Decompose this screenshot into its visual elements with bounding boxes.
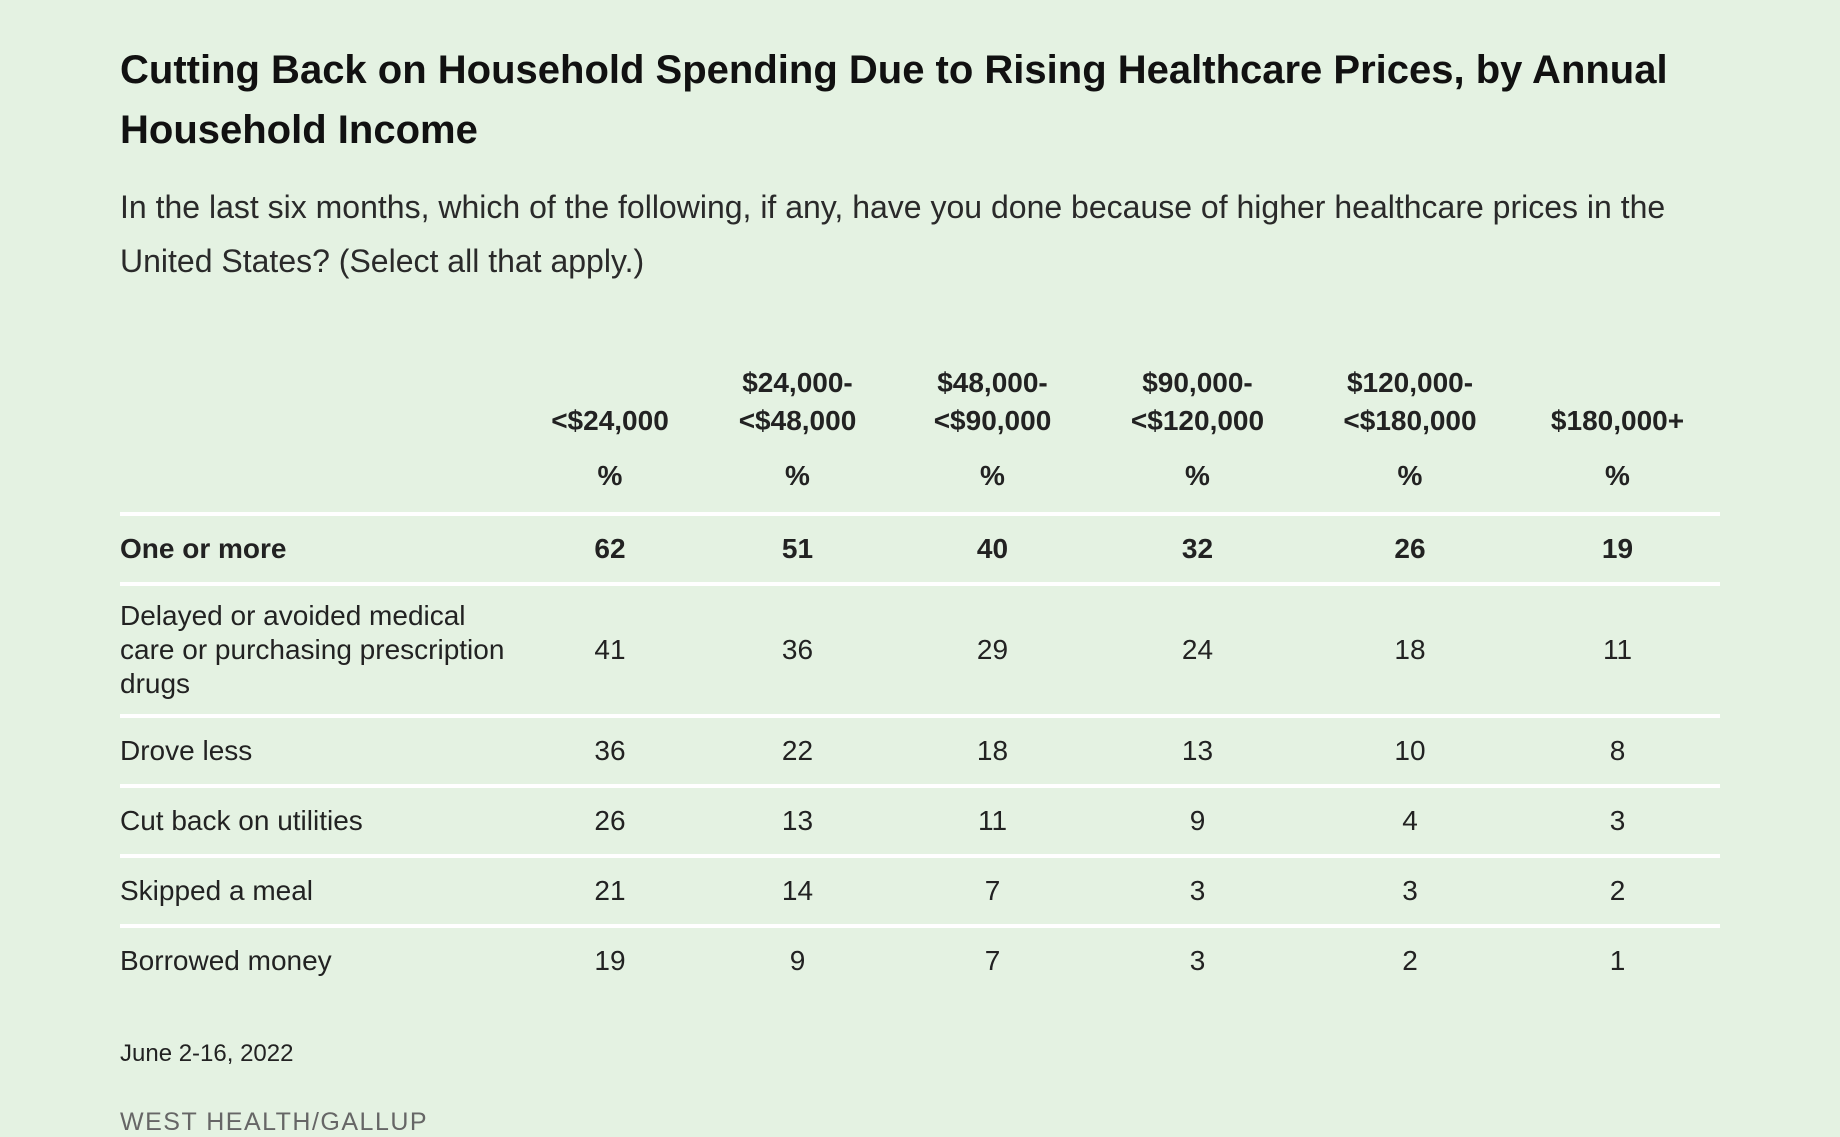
unit-label: % <box>700 440 895 516</box>
table-cell: 2 <box>1402 945 1418 976</box>
results-table: <$24,000 $24,000- <$48,000 $48,000- <$90,0… <box>120 364 1720 994</box>
table-cell: 19 <box>594 945 626 976</box>
column-header: <$24,000 <box>520 364 700 440</box>
table-cell: 18 <box>1305 584 1515 718</box>
column-header-row: <$24,000 $24,000- <$48,000 $48,000- <$90,0… <box>120 364 1720 440</box>
table-cell: 4 <box>1305 786 1515 858</box>
column-header: $90,000- <$120,000 <box>1090 364 1305 440</box>
table-cell: 29 <box>895 584 1090 718</box>
table-cell: 36 <box>700 584 895 718</box>
column-header-line1: $48,000- <box>937 367 1048 398</box>
table-cell: 3 <box>1189 945 1206 976</box>
column-header: $180,000+ <box>1515 364 1720 440</box>
column-header-line2: <$120,000 <box>1130 405 1265 436</box>
table-cell: 32 <box>1090 514 1305 586</box>
column-header: $48,000- <$90,000 <box>895 364 1090 440</box>
table-cell: 7 <box>984 945 1001 976</box>
chart-subtitle: In the last six months, which of the fol… <box>120 189 1666 279</box>
table-cell: 22 <box>700 716 895 788</box>
unit-header-row: % % % % % % <box>120 440 1720 516</box>
row-label-unit-cell <box>120 440 520 516</box>
table-cell: 11 <box>1515 584 1720 718</box>
table-cell: 21 <box>520 856 700 928</box>
table-cell: 8 <box>1515 716 1720 788</box>
table-cell: 3 <box>1090 856 1305 928</box>
table-cell: 40 <box>895 514 1090 586</box>
table-cell: 18 <box>895 716 1090 788</box>
row-label: Skipped a meal <box>120 856 520 928</box>
table-cell: 11 <box>895 786 1090 858</box>
table-cell: 1 <box>1609 945 1626 976</box>
table-row: Drove less 36 22 18 13 10 8 <box>120 716 1720 788</box>
table-cell: 41 <box>520 584 700 718</box>
table-cell: 13 <box>1090 716 1305 788</box>
table-cell: 14 <box>700 856 895 928</box>
table-cell: 10 <box>1305 716 1515 788</box>
table-cell: 36 <box>520 716 700 788</box>
unit-label: % <box>1515 440 1720 516</box>
unit-label: % <box>895 440 1090 516</box>
row-label: Delayed or avoided medical care or purch… <box>120 584 520 718</box>
unit-label: % <box>1305 440 1515 516</box>
column-header: $120,000- <$180,000 <box>1305 364 1515 440</box>
table-cell: 3 <box>1515 786 1720 858</box>
table-row: Cut back on utilities 26 13 11 9 4 3 <box>120 786 1720 858</box>
column-header-line1: $90,000- <box>1142 367 1253 398</box>
chart-title: Cutting Back on Household Spending Due t… <box>120 48 1668 152</box>
table-row: Borrowed money 19 9 7 3 2 1 <box>120 926 1720 994</box>
table-cell: 19 <box>1515 514 1720 586</box>
row-label: Drove less <box>120 716 520 788</box>
column-header-line2: $180,000+ <box>1550 405 1685 436</box>
table-row: Skipped a meal 21 14 7 3 3 2 <box>120 856 1720 928</box>
table-cell: 24 <box>1090 584 1305 718</box>
table-cell: 2 <box>1515 856 1720 928</box>
table-row: Delayed or avoided medical care or purch… <box>120 584 1720 718</box>
table-cell: 7 <box>895 856 1090 928</box>
unit-label: % <box>1090 440 1305 516</box>
table-cell: 51 <box>700 514 895 586</box>
table-cell: 9 <box>789 945 806 976</box>
row-label-header <box>120 364 520 440</box>
table-cell: 26 <box>520 786 700 858</box>
row-label: One or more <box>120 514 520 586</box>
column-header: $24,000- <$48,000 <box>700 364 895 440</box>
column-header-line2: <$48,000 <box>738 405 857 436</box>
row-label: Cut back on utilities <box>120 786 520 858</box>
column-header-line1: $24,000- <box>742 367 853 398</box>
survey-date: June 2-16, 2022 <box>120 1040 294 1067</box>
table-cell: 13 <box>700 786 895 858</box>
chart-container: Cutting Back on Household Spending Due t… <box>120 40 1720 1137</box>
table-cell: 9 <box>1090 786 1305 858</box>
row-label: Borrowed money <box>120 945 332 976</box>
table-cell: 62 <box>520 514 700 586</box>
column-header-line1: $120,000- <box>1346 367 1474 398</box>
column-header-line2: <$90,000 <box>933 405 1052 436</box>
table-cell: 26 <box>1305 514 1515 586</box>
column-header-line2: <$24,000 <box>551 405 669 436</box>
table-row: One or more 62 51 40 32 26 19 <box>120 514 1720 586</box>
source-label: WEST HEALTH/GALLUP <box>120 1108 429 1136</box>
column-header-line2: <$180,000 <box>1343 405 1477 436</box>
unit-label: % <box>520 440 700 516</box>
table-cell: 3 <box>1305 856 1515 928</box>
